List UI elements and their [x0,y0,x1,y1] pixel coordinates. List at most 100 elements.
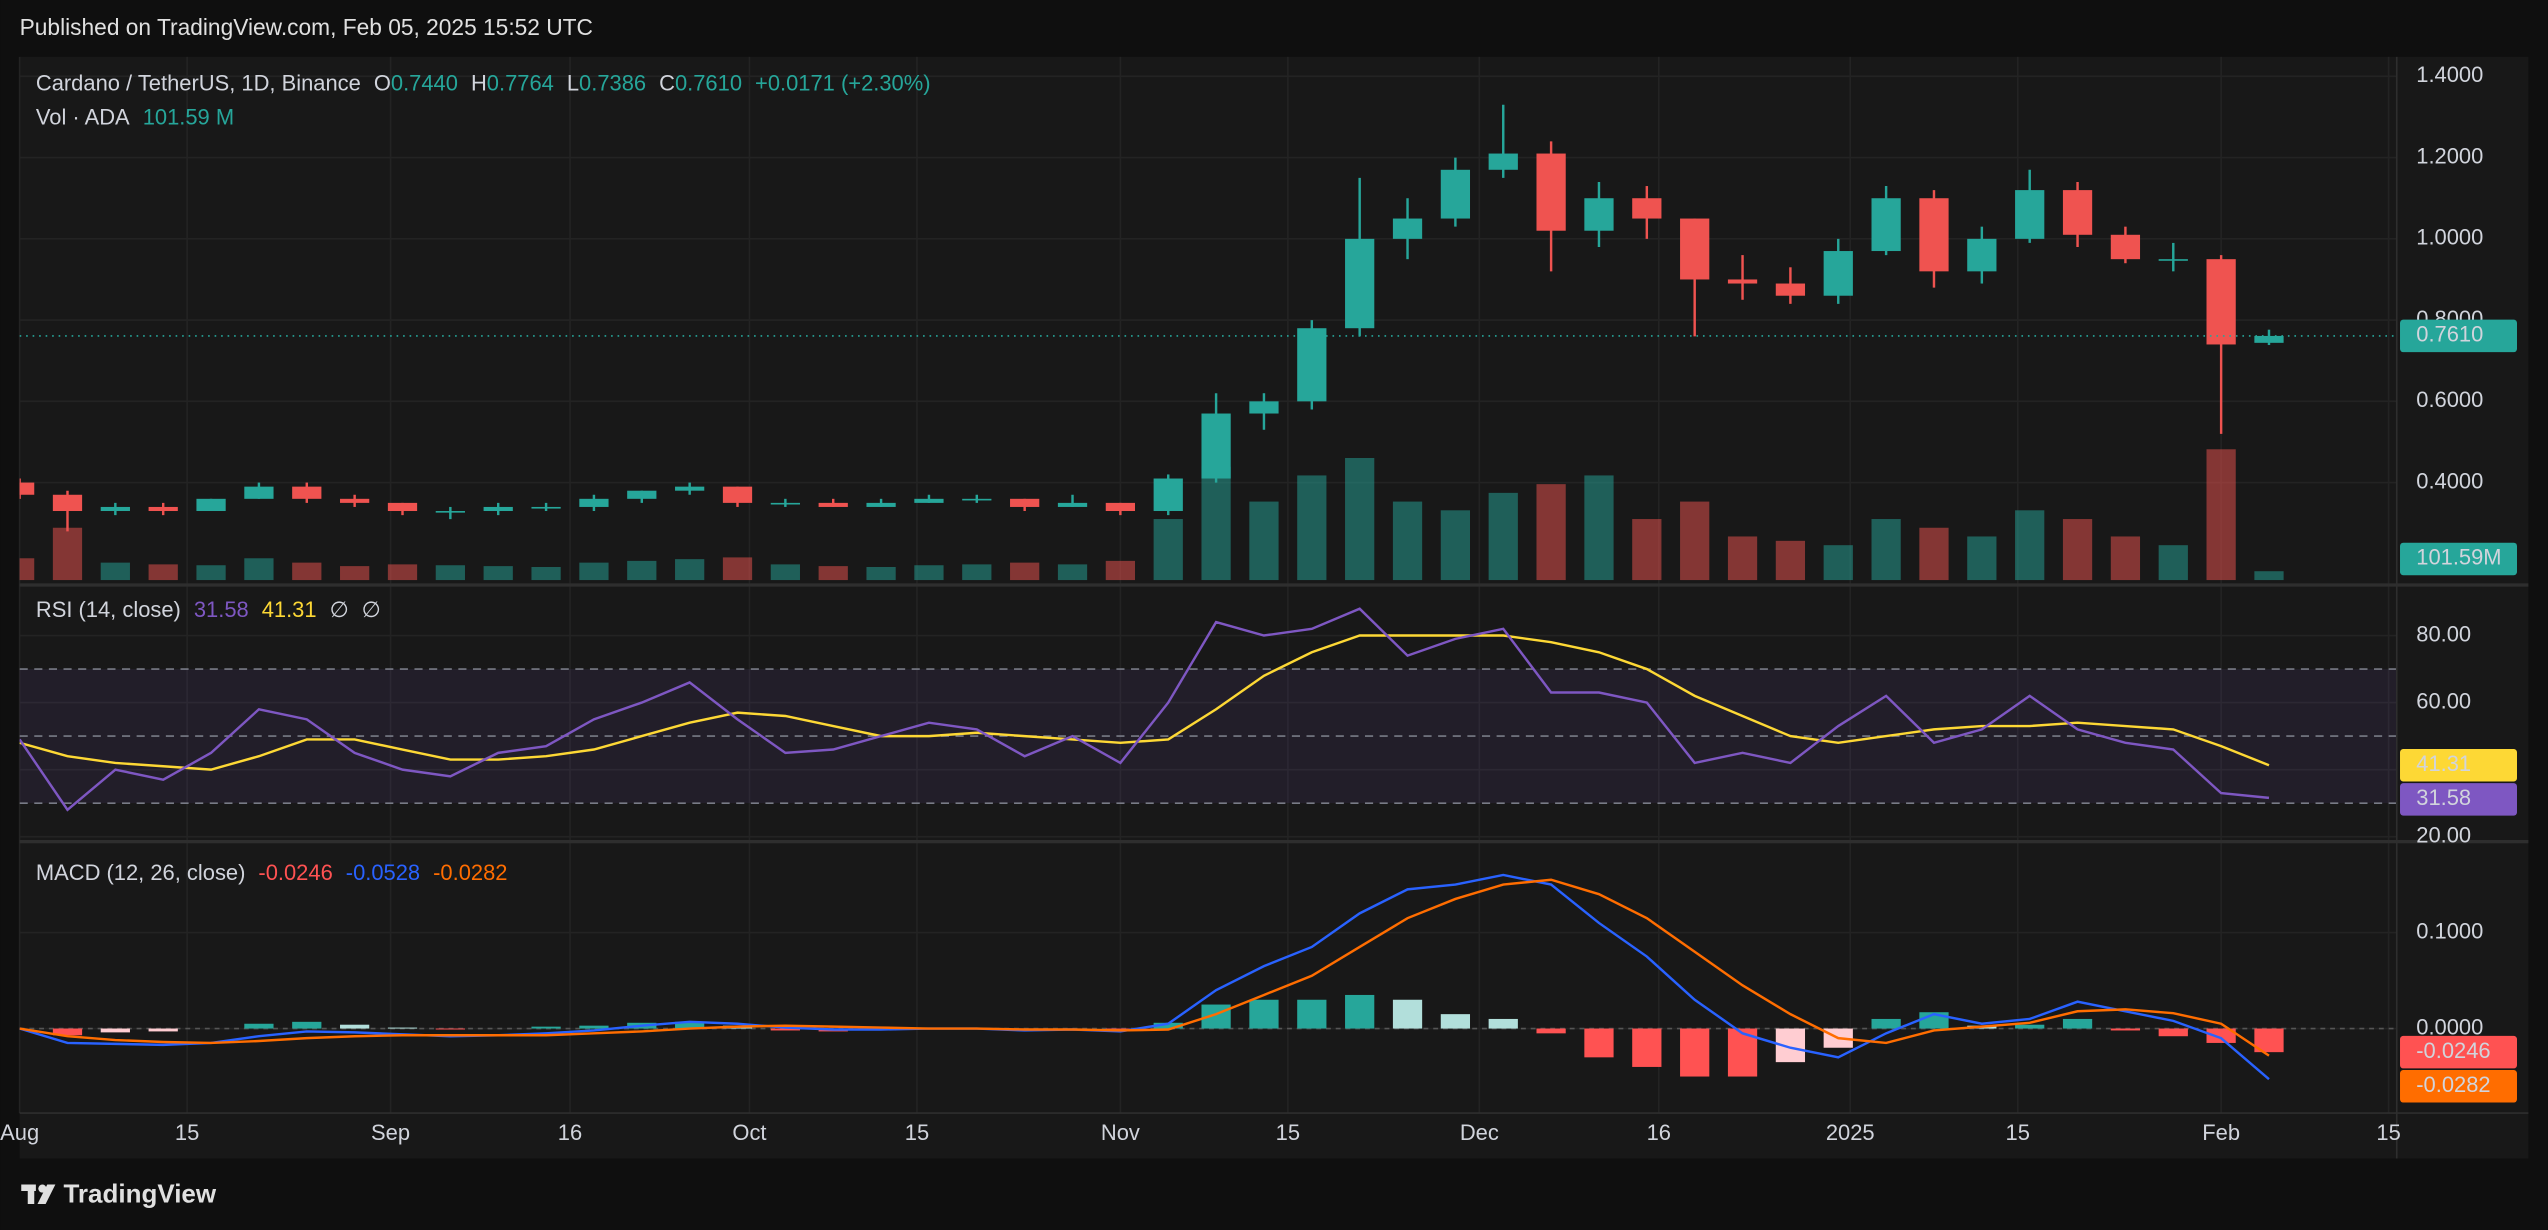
volume-bar [531,566,561,581]
macd-histogram-bar [2254,1028,2284,1053]
x-tick-label: 15 [905,1120,929,1145]
footer-brand: TradingView [63,1179,216,1209]
logo-part [37,1184,56,1205]
axes: Aug 15 Sep 16 Oct 15 Nov 15 Dec 16 2025 15 Feb 15 0.40… [0,62,2517,1145]
rsi-pane [19,607,2397,812]
legend-key: H [471,70,487,95]
volume-bar [1680,501,1710,581]
volume-bar [1249,501,1279,581]
volume-bar [148,564,178,581]
volume-bar [2110,536,2141,581]
legend-value: -0.0528 [346,860,420,885]
macd-histogram-bar [2110,1028,2141,1031]
price-label: 101.59M [2416,545,2501,570]
candle-body [914,498,944,503]
candle-body [770,502,800,505]
candle-body [1727,279,1758,284]
volume-bar [1727,536,1758,581]
logo-part [27,1184,35,1205]
y-tick-label: 1.4000 [2416,62,2483,87]
volume-bar [19,558,35,581]
macd-histogram-bar [2206,1028,2236,1043]
price-label: -0.0246 [2416,1038,2490,1063]
candle-body [1584,198,1614,231]
candle-body [1967,238,1997,272]
macd-histogram-bar [340,1024,370,1029]
volume-bar [770,564,800,581]
candle-body [675,486,705,491]
y-tick-label: 80.00 [2416,621,2471,646]
macd-histogram-bar [1345,994,1375,1029]
x-tick-label: Feb [2202,1120,2240,1145]
macd-histogram-bar [1584,1028,1614,1058]
legend-value: 0.7764 [487,70,554,95]
macd-histogram-bar [2062,1018,2093,1029]
y-tick-label: 0.4000 [2416,468,2483,493]
candle-body [1010,498,1040,507]
volume-bar [2062,519,2093,581]
candle-body [866,502,896,507]
candle-body [292,486,322,499]
volume-bar [1871,519,1901,581]
y-tick-label: 0.0000 [2416,1014,2483,1039]
legend-key: O [374,70,391,95]
macd-histogram-bar [148,1028,178,1032]
price-label: 0.7610 [2416,322,2483,347]
x-tick-label: Dec [1460,1120,1499,1145]
x-tick-label: 15 [2376,1120,2400,1145]
legend-value: 31.58 [194,597,249,622]
legend-title: RSI (14, close) [36,597,181,622]
legend-title: Cardano / TetherUS, 1D, Binance [36,70,361,95]
x-tick-label: 16 [1647,1120,1671,1145]
volume-bar [914,565,944,581]
legend: MACD (12, 26, close) -0.0246 -0.0528 -0.028… [36,860,508,885]
macd-histogram-bar [1871,1018,1901,1029]
macd-histogram-bar [435,1028,465,1030]
volume-bar [1201,466,1231,581]
series-line [19,607,2270,812]
candle-body [1297,328,1327,402]
macd-histogram-bar [675,1021,705,1029]
volume-bar [1823,545,1853,581]
legend-title: MACD (12, 26, close) [36,860,246,885]
macd-histogram-bar [1249,999,1279,1029]
candle-body [1919,198,1949,272]
price-label-box [2400,748,2517,782]
candle-body [148,506,178,512]
price-label-box [2400,1070,2517,1103]
candle-body [1105,502,1136,512]
legend: Cardano / TetherUS, 1D, Binance O0.7440 H0… [36,70,931,95]
macd-histogram-bar [1440,1014,1471,1029]
candle-body [1488,153,1518,170]
volume-bar [962,564,992,581]
candle-body [2015,190,2045,239]
volume-bar [675,559,705,581]
chart-area [19,56,2529,1159]
macd-histogram-bar [244,1023,274,1029]
macd-histogram-bar [1105,1028,1136,1030]
legend-value: 0.7440 [391,70,458,95]
macd-histogram-bar [770,1028,800,1031]
candle-body [1440,169,1471,219]
legend-value: ∅ [330,597,349,622]
legend: RSI (14, close) 31.58 41.31 ∅ ∅ [36,597,381,622]
volume-bar [196,565,226,581]
volume-bar [1632,519,1662,581]
y-tick-label: 1.2000 [2416,143,2483,168]
volume-bar [1297,475,1327,581]
volume-bar [435,565,465,581]
price-label-box [2400,319,2517,353]
candle-body [1153,478,1183,512]
candle-body [340,498,370,503]
volume-bar [1057,564,1088,581]
candle-body [1536,153,1566,231]
macd-histogram-bar [1153,1022,1183,1029]
candle-body [579,498,609,507]
series-line [19,878,2270,1057]
volume-bar [100,562,130,581]
logo [21,1184,56,1205]
price-label: 31.58 [2416,785,2471,810]
legend-value: -0.0282 [433,860,507,885]
